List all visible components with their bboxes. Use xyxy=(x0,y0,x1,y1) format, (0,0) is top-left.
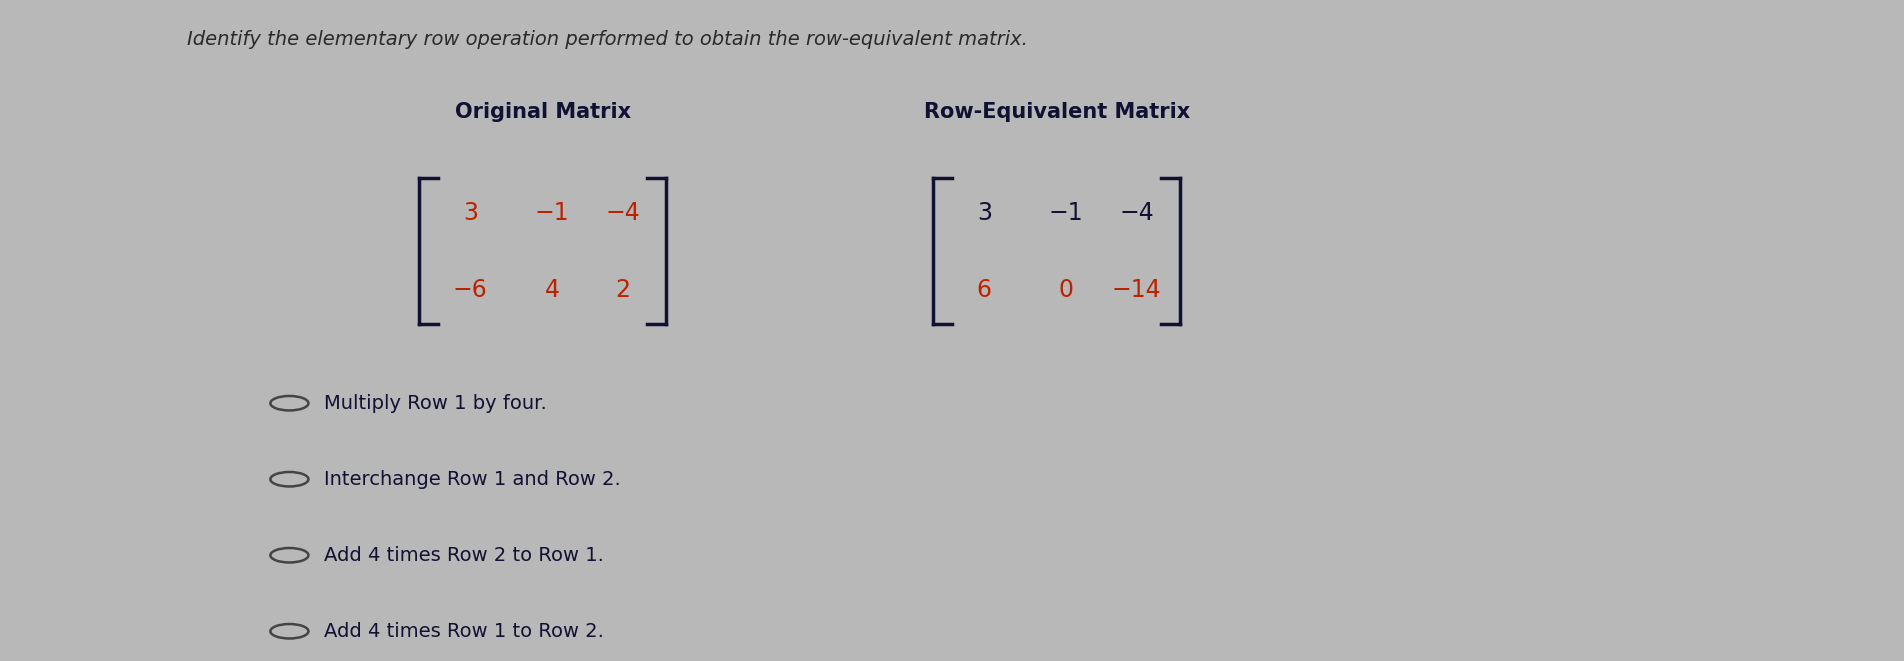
Text: 3: 3 xyxy=(463,201,478,225)
Text: Interchange Row 1 and Row 2.: Interchange Row 1 and Row 2. xyxy=(324,470,621,488)
Text: 3: 3 xyxy=(977,201,992,225)
Text: 0: 0 xyxy=(1059,278,1074,301)
Text: −1: −1 xyxy=(535,201,569,225)
Text: 6: 6 xyxy=(977,278,992,301)
Text: 4: 4 xyxy=(545,278,560,301)
Text: Add 4 times Row 2 to Row 1.: Add 4 times Row 2 to Row 1. xyxy=(324,546,604,564)
Text: Original Matrix: Original Matrix xyxy=(455,102,630,122)
Text: Add 4 times Row 1 to Row 2.: Add 4 times Row 1 to Row 2. xyxy=(324,622,604,641)
Text: −4: −4 xyxy=(1120,201,1154,225)
Text: −4: −4 xyxy=(605,201,640,225)
Text: Multiply Row 1 by four.: Multiply Row 1 by four. xyxy=(324,394,546,412)
Text: −6: −6 xyxy=(453,278,487,301)
Text: −14: −14 xyxy=(1112,278,1161,301)
Text: −1: −1 xyxy=(1049,201,1083,225)
Text: Identify the elementary row operation performed to obtain the row-equivalent mat: Identify the elementary row operation pe… xyxy=(187,30,1028,49)
Text: 2: 2 xyxy=(615,278,630,301)
Text: Row-Equivalent Matrix: Row-Equivalent Matrix xyxy=(923,102,1190,122)
